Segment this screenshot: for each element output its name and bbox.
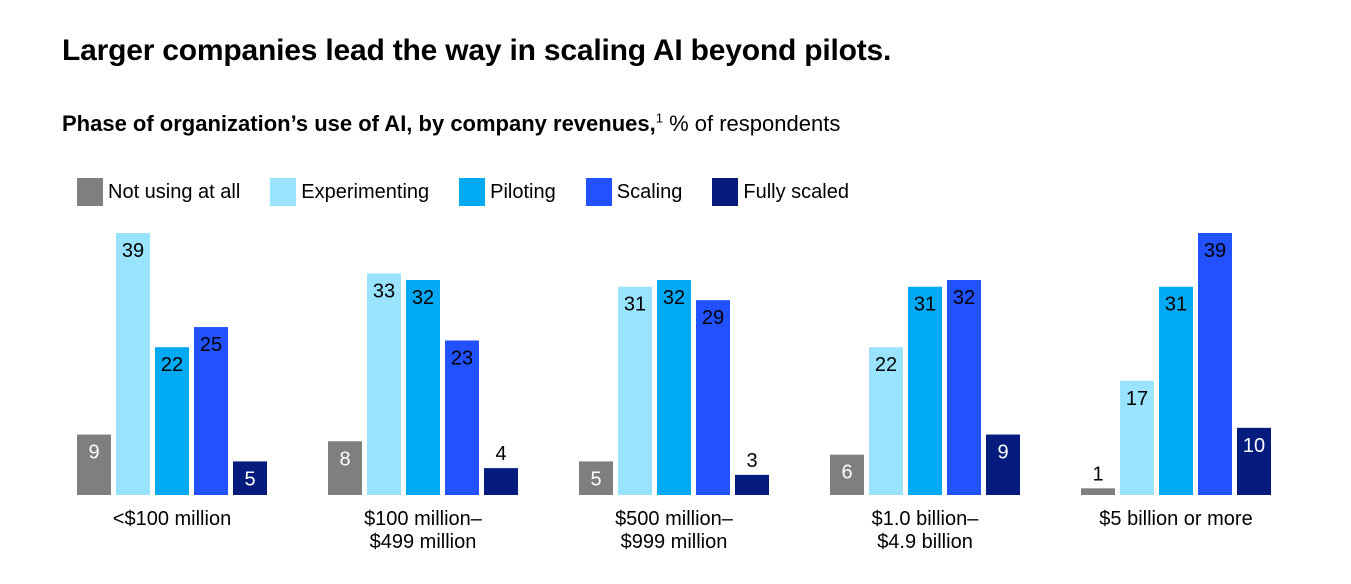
- bar: [579, 461, 613, 495]
- data-label: 23: [451, 347, 473, 369]
- data-label: 8: [339, 448, 350, 470]
- subtitle-bold: Phase of organization’s use of AI, by co…: [62, 111, 656, 136]
- bar: [233, 461, 267, 495]
- data-label: 17: [1126, 388, 1148, 410]
- data-label: 32: [953, 287, 975, 309]
- chart-title: Larger companies lead the way in scaling…: [62, 34, 892, 67]
- legend-label: Fully scaled: [743, 180, 849, 203]
- bar: [1081, 488, 1115, 495]
- bar: [908, 286, 942, 495]
- legend-swatch: [270, 178, 297, 206]
- legend-label: Scaling: [616, 180, 683, 203]
- chart-subtitle: Phase of organization’s use of AI, by co…: [62, 111, 840, 137]
- bar: [445, 340, 479, 495]
- data-label: 9: [88, 442, 99, 464]
- legend-swatch: [459, 178, 486, 206]
- bar: [367, 273, 401, 495]
- data-label: 9: [997, 442, 1008, 464]
- category-label: <$100 million: [113, 508, 231, 530]
- data-label: 29: [702, 307, 724, 329]
- legend-item-piloting: Piloting: [459, 178, 556, 206]
- bar: [194, 327, 228, 495]
- data-label: 39: [1204, 240, 1226, 262]
- data-label: 22: [875, 354, 897, 376]
- bar: [696, 300, 730, 495]
- data-label: 6: [841, 462, 852, 484]
- bar: [484, 468, 518, 495]
- data-label: 31: [914, 294, 936, 316]
- legend-swatch: [712, 178, 739, 206]
- category-label: $1.0 billion–: [872, 508, 980, 530]
- category-label: $100 million–: [364, 508, 483, 530]
- legend-swatch: [77, 178, 103, 206]
- subtitle-unit: % of respondents: [662, 111, 841, 136]
- legend-label: Not using at all: [108, 180, 241, 203]
- data-label: 31: [1165, 294, 1187, 316]
- bar: [77, 434, 111, 495]
- data-label: 32: [412, 287, 434, 309]
- legend-item-scaling: Scaling: [585, 178, 683, 206]
- bar: [735, 474, 769, 495]
- legend-item-fully-scaled: Fully scaled: [712, 178, 849, 206]
- data-label: 25: [200, 334, 222, 356]
- category-label: $499 million: [370, 531, 477, 553]
- legend-swatch: [585, 178, 612, 206]
- data-label: 32: [663, 287, 685, 309]
- bar: [1159, 286, 1193, 495]
- bar: [830, 454, 864, 495]
- chart-legend: Not using at all Experimenting Piloting …: [77, 178, 879, 206]
- bar: [869, 347, 903, 495]
- data-label: 31: [624, 294, 646, 316]
- data-label: 4: [495, 443, 506, 465]
- category-label: $4.9 billion: [877, 531, 973, 553]
- legend-label: Piloting: [490, 180, 556, 203]
- bar: [618, 286, 652, 495]
- data-label: 22: [161, 354, 183, 376]
- bar: [328, 441, 362, 495]
- data-label: 39: [122, 240, 144, 262]
- data-label: 1: [1092, 463, 1103, 485]
- bar: [947, 280, 981, 495]
- data-label: 5: [244, 468, 255, 490]
- bar: [406, 280, 440, 495]
- bar: [1198, 233, 1232, 495]
- bar: [1237, 427, 1271, 495]
- bar: [116, 233, 150, 495]
- data-label: 5: [590, 468, 601, 490]
- legend-label: Experimenting: [301, 180, 430, 203]
- bar: [155, 347, 189, 495]
- bar: [1120, 380, 1154, 495]
- bar: [986, 434, 1020, 495]
- category-label: $500 million–: [615, 508, 734, 530]
- bar: [657, 280, 691, 495]
- data-label: 33: [373, 280, 395, 302]
- legend-item-not-using: Not using at all: [77, 178, 240, 206]
- data-label: 3: [746, 450, 757, 472]
- legend-item-experimenting: Experimenting: [270, 178, 429, 206]
- footnote-marker: 1: [655, 110, 663, 126]
- category-label: $5 billion or more: [1099, 508, 1252, 530]
- category-label: $999 million: [621, 531, 728, 553]
- data-label: 10: [1243, 435, 1265, 457]
